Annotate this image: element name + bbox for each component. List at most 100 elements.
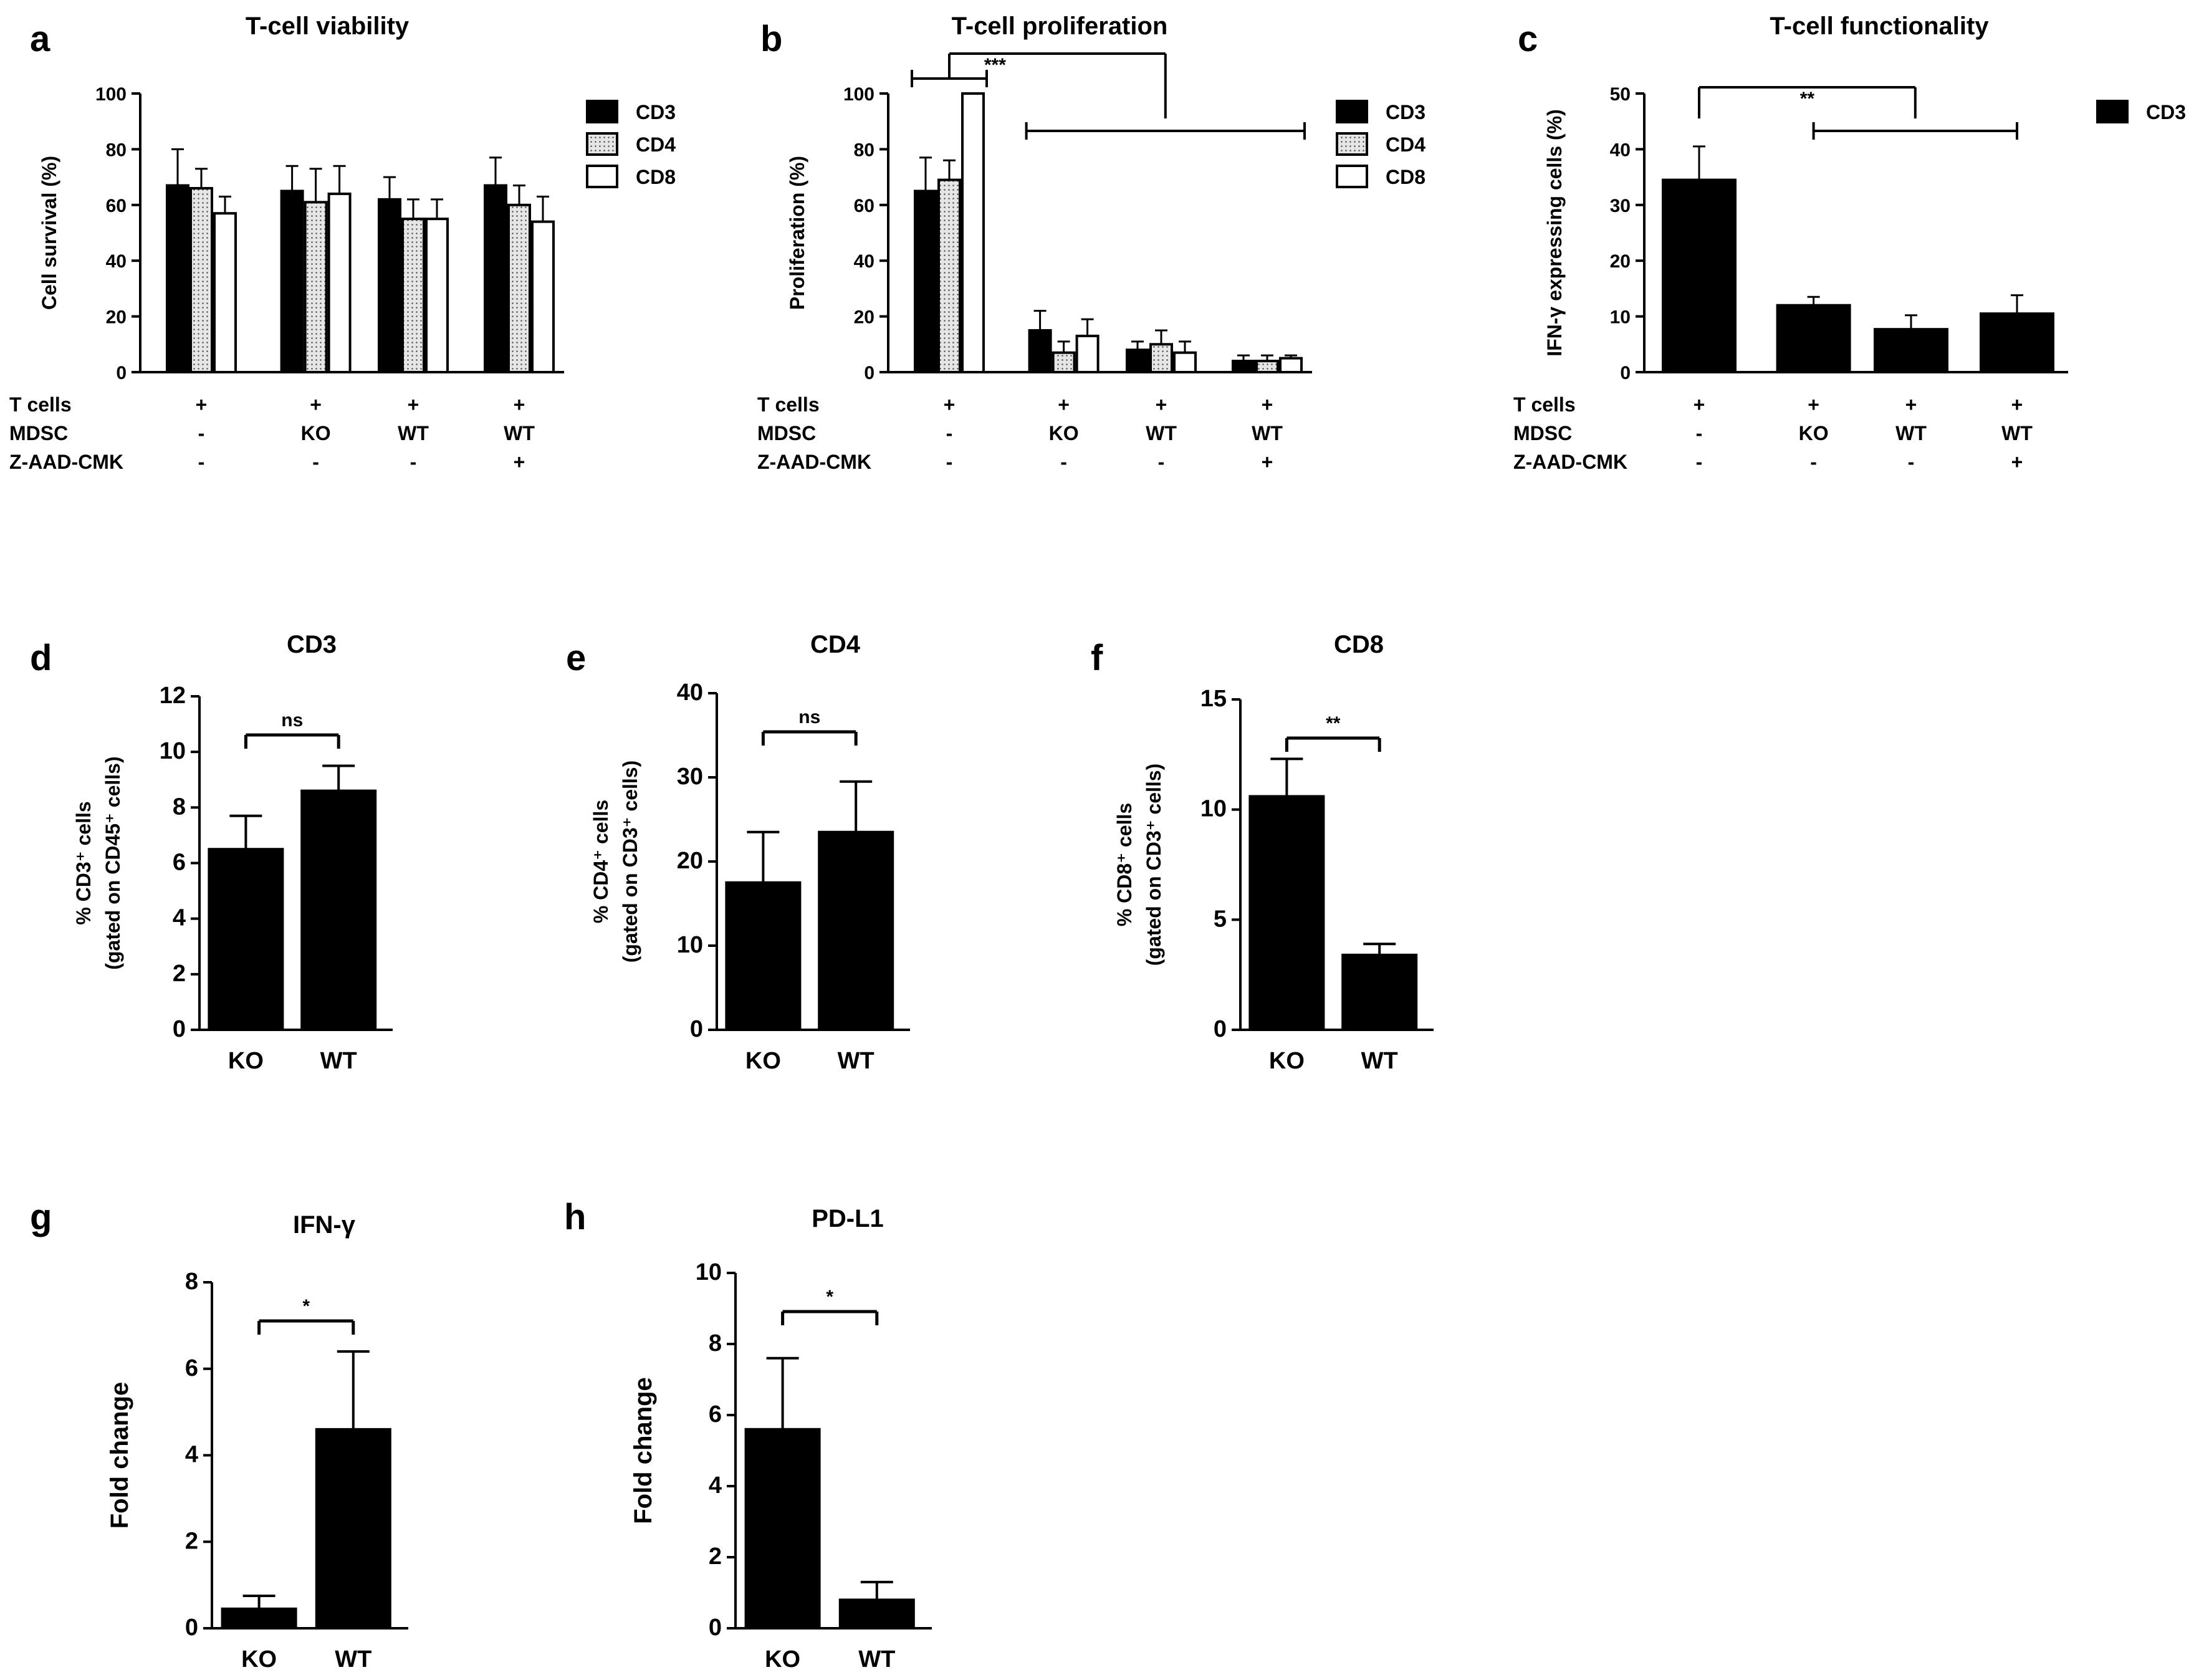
- panel-c: c T-cell functionality 0 10 20 30 40 50 IFN-γ ex…: [1513, 12, 2186, 473]
- y-tick-label: 10: [696, 1259, 722, 1285]
- bar-cd8: [531, 220, 555, 373]
- condition-value: WT: [398, 422, 429, 444]
- condition-row-label: MDSC: [9, 422, 68, 444]
- y-tick-label: 20: [1610, 251, 1631, 272]
- bar-cd3: [378, 198, 401, 373]
- y-tick-label: 6: [185, 1355, 198, 1381]
- condition-row-label: MDSC: [1513, 422, 1572, 444]
- condition-row-label: Z-AAD-CMK: [9, 451, 123, 473]
- significance-bracket: *: [257, 1296, 355, 1335]
- condition-value: WT: [1252, 422, 1283, 444]
- y-axis-label: % CD8⁺ cells: [1113, 803, 1136, 926]
- y-tick-label: 0: [173, 1016, 186, 1042]
- panel-letter: a: [30, 19, 50, 59]
- y-axis-label: % CD3⁺ cells: [72, 801, 95, 924]
- y-tick-label: 0: [116, 363, 127, 383]
- condition-value: +: [1905, 393, 1917, 416]
- y-tick-label: 80: [106, 140, 127, 160]
- condition-value: KO: [1049, 422, 1079, 444]
- legend-swatch: [1336, 132, 1368, 156]
- bar-cd8: [1075, 334, 1100, 374]
- legend-label: CD3: [1386, 101, 1425, 123]
- significance-bracket: ns: [244, 710, 340, 749]
- y-tick-label: 5: [1214, 906, 1227, 932]
- legend-label: CD8: [1386, 166, 1425, 188]
- condition-row-label: Z-AAD-CMK: [757, 451, 871, 473]
- legend-swatch: [2096, 100, 2129, 123]
- x-tick-label: KO: [745, 1048, 781, 1074]
- bar-cd4: [189, 186, 213, 373]
- condition-value: WT: [504, 422, 535, 444]
- condition-value: +: [1808, 393, 1819, 416]
- significance-bracket: **: [1698, 86, 2018, 140]
- y-axis-label: (gated on CD45⁺ cells): [102, 756, 124, 969]
- x-tick-label: WT: [320, 1048, 357, 1074]
- legend-label: CD3: [636, 101, 676, 123]
- y-tick-label: 60: [106, 196, 127, 216]
- legend-label: CD8: [636, 166, 676, 188]
- y-tick-label: 0: [864, 363, 874, 383]
- condition-value: -: [1908, 451, 1915, 473]
- legend-swatch: [586, 165, 618, 188]
- condition-value: +: [1262, 451, 1273, 473]
- condition-value: KO: [301, 422, 331, 444]
- y-tick-label: 20: [854, 307, 874, 328]
- panel-title: T-cell functionality: [1770, 12, 1989, 40]
- bar-cd3: [166, 184, 189, 373]
- panel-b: b T-cell proliferation 0 20 40 60 80 100 Prolife…: [757, 12, 1425, 473]
- panel-d: d CD3 0 2 4 6 8 10 12 % CD3⁺ cells (gated on CD45⁺…: [30, 631, 393, 1074]
- x-tick-label: WT: [838, 1048, 874, 1074]
- y-tick-label: 10: [677, 932, 703, 958]
- panel-letter: g: [30, 1197, 52, 1237]
- bar: [300, 789, 377, 1032]
- condition-value: WT: [1895, 422, 1927, 444]
- y-tick-label: 100: [95, 84, 127, 105]
- y-tick-label: 40: [677, 679, 703, 706]
- significance-bracket: ***: [911, 52, 1306, 140]
- condition-value: +: [1156, 393, 1167, 416]
- bar-cd4: [304, 201, 328, 373]
- panel-title: CD8: [1334, 631, 1384, 658]
- condition-value: +: [1058, 393, 1070, 416]
- condition-value: -: [1060, 451, 1067, 473]
- x-tick-label: KO: [241, 1646, 277, 1673]
- condition-value: +: [408, 393, 419, 416]
- bar: [838, 1598, 915, 1630]
- panel-g: g IFN-γ 0 2 4 6 8 Fold change KO WT *: [30, 1197, 408, 1673]
- bar-cd4: [937, 178, 961, 373]
- condition-value: -: [312, 451, 319, 473]
- y-tick-label: 6: [709, 1401, 722, 1428]
- condition-value: -: [946, 451, 953, 473]
- y-tick-label: 80: [854, 140, 874, 160]
- y-tick-label: 6: [173, 850, 186, 876]
- panel-title: T-cell proliferation: [952, 12, 1168, 40]
- significance-label: *: [302, 1296, 310, 1317]
- condition-value: -: [198, 451, 205, 473]
- y-tick-label: 0: [690, 1016, 703, 1042]
- significance-label: **: [1326, 713, 1341, 734]
- bar-cd3: [1232, 360, 1255, 373]
- y-tick-label: 100: [843, 84, 874, 105]
- bar: [1248, 795, 1325, 1031]
- panel-h: h PD-L1 0 2 4 6 8 10 Fold change KO WT *: [564, 1197, 932, 1673]
- x-tick-label: WT: [858, 1646, 895, 1673]
- panel-letter: b: [760, 19, 782, 59]
- bar-cd3: [1776, 304, 1851, 373]
- panel-title: IFN-γ: [293, 1211, 356, 1239]
- y-tick-label: 40: [106, 251, 127, 272]
- condition-value: +: [196, 393, 208, 416]
- bar-cd3: [1126, 348, 1149, 373]
- condition-row-label: T cells: [9, 393, 72, 416]
- y-axis-label: (gated on CD3⁺ cells): [1143, 764, 1165, 966]
- y-tick-label: 2: [173, 961, 186, 987]
- bar-cd8: [1279, 357, 1303, 374]
- significance-label: **: [1800, 89, 1815, 109]
- bar-cd3: [280, 190, 304, 373]
- y-axis-label: % CD4⁺ cells: [590, 800, 612, 923]
- bar-cd3: [484, 184, 507, 373]
- y-tick-label: 40: [1610, 140, 1631, 160]
- condition-value: +: [2011, 451, 2023, 473]
- condition-value: +: [310, 393, 322, 416]
- condition-value: KO: [1799, 422, 1829, 444]
